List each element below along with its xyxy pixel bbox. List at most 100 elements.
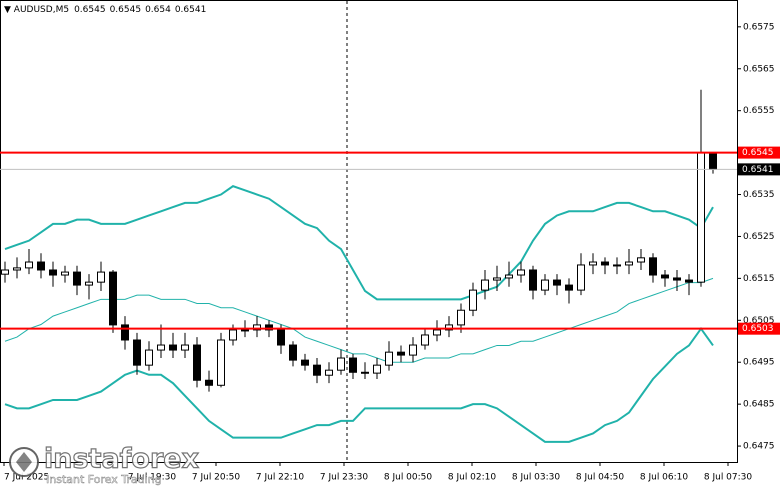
y-tick-label: 0.6475 — [743, 442, 775, 452]
candle-body — [637, 257, 645, 263]
candle-body — [277, 329, 285, 346]
candle-body — [481, 279, 489, 291]
candle-body — [433, 329, 441, 336]
candle-body — [709, 152, 717, 170]
candle-body — [661, 274, 669, 279]
watermark-tagline: Instant Forex Trading — [46, 473, 162, 486]
x-tick-label: 8 Jul 07:30 — [704, 473, 753, 483]
candle-body — [109, 271, 117, 326]
candle-body — [421, 334, 429, 346]
candle-body — [409, 344, 417, 356]
candle-body — [625, 261, 633, 266]
candle-body — [193, 344, 201, 381]
candle-body — [505, 274, 513, 279]
level-label: 0.6545 — [742, 148, 774, 158]
x-tick-label: 8 Jul 06:10 — [640, 473, 689, 483]
price-axis: 0.6575 0.6565 0.6555 0.6545 0.6535 0.6525 0.65… — [737, 22, 780, 452]
candle-body — [37, 261, 45, 271]
y-tick-label: 0.6495 — [743, 358, 775, 368]
x-tick-label: 8 Jul 03:30 — [512, 473, 561, 483]
candle-body — [253, 324, 261, 331]
y-tick-label: 0.6485 — [743, 400, 775, 410]
candle-body — [289, 344, 297, 361]
candle-body — [217, 339, 225, 386]
candle-body — [565, 284, 573, 291]
candle-body — [589, 261, 597, 266]
x-tick-label: 8 Jul 02:10 — [448, 473, 497, 483]
x-tick-label: 7 Jul 19:30 — [128, 473, 177, 483]
candle-body — [493, 277, 501, 281]
candle-body — [61, 271, 69, 276]
candle-body — [397, 351, 405, 356]
candle-body — [553, 279, 561, 286]
candle-body — [1, 269, 9, 275]
candle-body — [697, 152, 705, 283]
bid-label: 0.6541 — [742, 165, 774, 175]
header-open: 0.6545 — [74, 5, 106, 15]
candle-body — [85, 281, 93, 286]
x-tick-label: 8 Jul 00:50 — [384, 473, 433, 483]
candle-body — [529, 269, 537, 291]
candle-body — [97, 271, 105, 283]
candle-body — [601, 261, 609, 266]
bid-label-box — [738, 163, 780, 176]
candle-body — [373, 364, 381, 374]
candle-body — [205, 379, 213, 386]
candle-body — [385, 351, 393, 366]
band-middle — [4, 277, 714, 363]
candle-body — [361, 371, 369, 374]
band-lower — [4, 326, 714, 443]
candle-body — [469, 289, 477, 311]
logo-mark — [16, 452, 32, 472]
candle-body — [265, 324, 273, 331]
candle-body — [241, 329, 249, 332]
y-tick-label: 0.6535 — [743, 190, 775, 200]
header-close: 0.6541 — [175, 5, 207, 15]
candle-body — [133, 339, 141, 366]
candle-body — [121, 324, 129, 341]
candle-body — [349, 357, 357, 373]
candle-body — [649, 257, 657, 276]
plot-area — [0, 89, 737, 443]
x-tick-label: 7 Jul 20:50 — [192, 473, 241, 483]
candle-body — [73, 271, 81, 286]
y-tick-label: 0.6565 — [743, 64, 775, 74]
candle-body — [25, 261, 33, 269]
candle-body — [457, 309, 465, 326]
candle-body — [313, 364, 321, 376]
y-tick-label: 0.6505 — [743, 316, 775, 326]
x-tick-label: 7 Jul 23:30 — [320, 473, 369, 483]
y-tick-label: 0.6525 — [743, 232, 775, 242]
x-tick-label: 7 Jul 22:10 — [256, 473, 305, 483]
x-tick-label: 8 Jul 04:50 — [576, 473, 625, 483]
candle-body — [145, 349, 153, 366]
candle-body — [301, 359, 309, 366]
candle-body — [577, 264, 585, 291]
y-tick-label: 0.6555 — [743, 106, 775, 116]
y-tick-label: 0.6575 — [743, 22, 775, 32]
header-low: 0.654 — [145, 5, 171, 15]
chart-title: AUDUSD,M5 — [14, 5, 69, 15]
candle-body — [685, 279, 693, 283]
y-tick-label: 0.6515 — [743, 274, 775, 284]
candle-body — [169, 344, 177, 351]
level-label-box — [738, 322, 780, 335]
header-arrow: ▼ — [4, 5, 14, 15]
candle-body — [157, 344, 165, 351]
candle-body — [541, 279, 549, 291]
watermark-brand: instaforex — [44, 444, 199, 475]
x-tick-label: 7 Jul 2025 — [4, 473, 49, 483]
candle-body — [229, 329, 237, 341]
header-high: 0.6545 — [110, 5, 142, 15]
candle-body — [325, 369, 333, 376]
band-upper — [4, 185, 714, 301]
chart-header: ▼ AUDUSD,M5 0.6545 0.6545 0.654 0.6541 — [4, 5, 206, 15]
candle-body — [181, 344, 189, 351]
candle-body — [337, 357, 345, 371]
candle-body — [445, 324, 453, 331]
level-label-box — [738, 146, 780, 159]
candle-body — [49, 269, 57, 276]
watermark: instaforex Instant Forex Trading — [9, 443, 200, 486]
candle-body — [517, 269, 525, 276]
